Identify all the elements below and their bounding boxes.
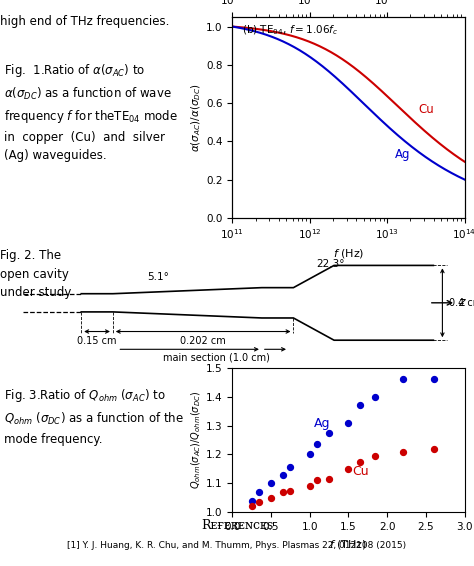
Point — [325, 474, 333, 483]
Point — [314, 440, 321, 449]
Text: Cu: Cu — [418, 104, 434, 117]
Text: z: z — [458, 297, 465, 309]
Text: 0.15 cm: 0.15 cm — [77, 336, 117, 346]
Text: Fig.  1.Ratio of $\alpha(\sigma_{AC})$ to
$\alpha(\sigma_{DC})$ as a function of: Fig. 1.Ratio of $\alpha(\sigma_{AC})$ to… — [4, 62, 178, 162]
Point — [314, 476, 321, 485]
Point — [356, 401, 364, 410]
Point — [306, 450, 313, 459]
Y-axis label: $\alpha(\sigma_{AC})/\alpha(\sigma_{DC})$: $\alpha(\sigma_{AC})/\alpha(\sigma_{DC})… — [190, 83, 203, 152]
Text: Fig. 3.Ratio of $Q_{ohm}$ $(\sigma_{AC})$ to
$Q_{ohm}$ $(\sigma_{DC})$ as a func: Fig. 3.Ratio of $Q_{ohm}$ $(\sigma_{AC})… — [4, 387, 184, 447]
Point — [248, 502, 255, 511]
Point — [430, 375, 438, 384]
X-axis label: $f$ (THz): $f$ (THz) — [329, 538, 367, 551]
Point — [267, 479, 275, 488]
Point — [306, 482, 313, 491]
Point — [286, 486, 294, 495]
Text: [1] Y. J. Huang, K. R. Chu, and M. Thumm, Phys. Plasmas 22, 012108 (2015): [1] Y. J. Huang, K. R. Chu, and M. Thumm… — [67, 541, 407, 550]
Point — [372, 452, 379, 461]
Point — [372, 392, 379, 401]
Text: 5.1°: 5.1° — [147, 272, 169, 281]
Point — [399, 375, 406, 384]
Text: Cu: Cu — [352, 465, 369, 478]
Point — [345, 464, 352, 473]
Text: Ag: Ag — [395, 148, 410, 161]
Text: (b) TE$_{04}$, $f = 1.06f_c$: (b) TE$_{04}$, $f = 1.06f_c$ — [242, 23, 337, 37]
Text: 0.4 cm: 0.4 cm — [449, 298, 474, 308]
Point — [325, 428, 333, 438]
Point — [279, 487, 286, 496]
Point — [286, 463, 294, 472]
Text: Ag: Ag — [313, 417, 330, 430]
Text: Rᴇғᴇʀᴇɴcᴇs: Rᴇғᴇʀᴇɴcᴇs — [201, 519, 273, 532]
Y-axis label: $Q_{ohm}(\sigma_{AC})/Q_{ohm}(\sigma_{DC})$: $Q_{ohm}(\sigma_{AC})/Q_{ohm}(\sigma_{DC… — [190, 391, 203, 489]
Point — [267, 493, 275, 503]
Text: high end of THz frequencies.: high end of THz frequencies. — [0, 15, 169, 28]
Point — [430, 444, 438, 453]
Text: Fig. 2. The
open cavity
under study: Fig. 2. The open cavity under study — [0, 249, 72, 299]
X-axis label: $f$ (Hz): $f$ (Hz) — [333, 247, 364, 260]
Point — [399, 447, 406, 456]
Text: 0.202 cm: 0.202 cm — [180, 336, 226, 346]
Text: 22.3°: 22.3° — [316, 259, 345, 269]
Point — [356, 457, 364, 466]
Point — [255, 487, 263, 496]
Point — [279, 470, 286, 479]
Point — [248, 496, 255, 505]
Text: main section (1.0 cm): main section (1.0 cm) — [163, 352, 270, 362]
Point — [345, 418, 352, 427]
Point — [255, 498, 263, 507]
